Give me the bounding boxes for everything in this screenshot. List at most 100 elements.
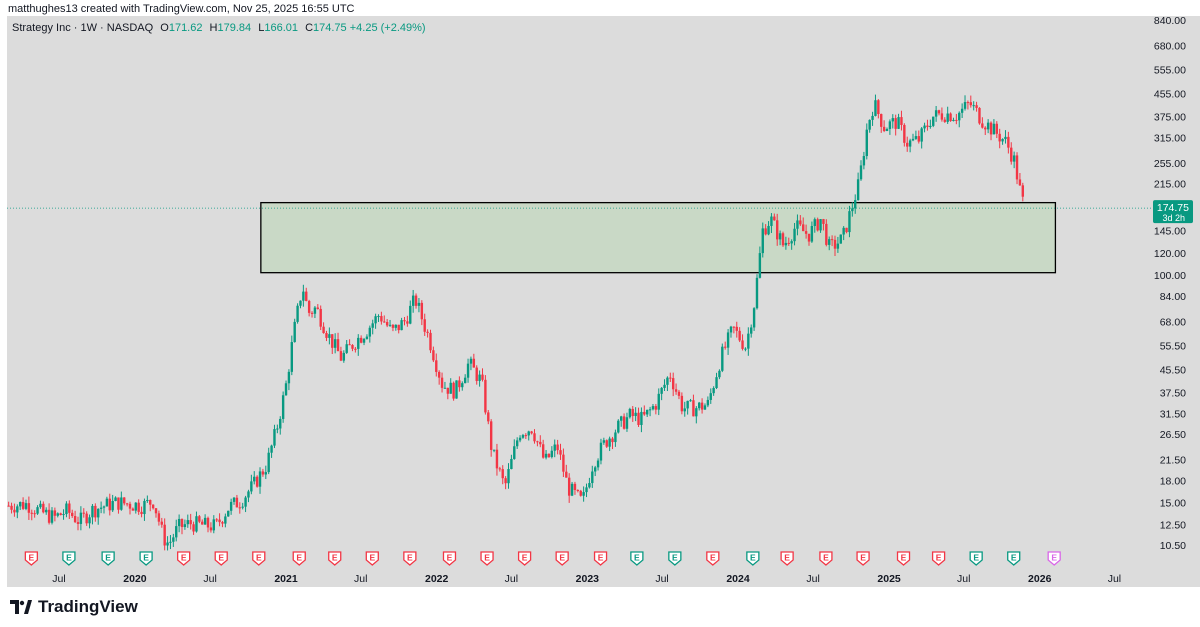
earnings-marker[interactable]: E — [365, 551, 379, 566]
earnings-marker[interactable]: E — [630, 551, 644, 566]
candle — [752, 307, 756, 331]
candle — [738, 327, 741, 343]
candle — [53, 507, 57, 522]
candle — [986, 119, 990, 134]
earnings-marker[interactable]: E — [292, 551, 306, 566]
earnings-marker[interactable]: E — [480, 551, 494, 566]
candle — [862, 151, 866, 170]
candle — [435, 353, 438, 377]
symbol-legend: Strategy Inc · 1W · NASDAQ O171.62 H179.… — [12, 22, 426, 34]
earnings-marker[interactable]: E — [593, 551, 608, 566]
earnings-marker[interactable]: E — [856, 551, 870, 566]
candle — [478, 370, 481, 387]
y-tick-label: 26.50 — [1160, 429, 1186, 441]
candle — [189, 513, 192, 530]
candle — [406, 315, 409, 327]
candle — [602, 437, 606, 445]
candle — [397, 324, 400, 334]
candle — [790, 239, 793, 250]
earnings-marker[interactable]: E — [1047, 551, 1061, 566]
earnings-marker[interactable]: E — [139, 551, 153, 566]
earnings-marker[interactable]: E — [1007, 551, 1021, 566]
earnings-marker[interactable]: E — [780, 551, 794, 566]
candle — [313, 306, 317, 319]
low-value: 166.01 — [264, 22, 298, 34]
candle — [507, 463, 510, 489]
svg-text:E: E — [672, 553, 678, 563]
earnings-marker[interactable]: E — [328, 551, 342, 566]
y-tick-label: 680.00 — [1154, 40, 1186, 52]
change-value: +4.25 (+2.49%) — [349, 22, 426, 34]
tradingview-brand[interactable]: TradingView — [10, 597, 138, 617]
candle — [591, 465, 594, 488]
earnings-marker[interactable]: E — [442, 551, 457, 566]
candle — [709, 388, 712, 404]
x-tick-label: 2025 — [877, 573, 901, 585]
candle — [654, 403, 658, 415]
earnings-marker[interactable]: E — [177, 551, 191, 566]
earnings-marker[interactable]: E — [62, 551, 76, 566]
candle — [270, 444, 273, 458]
candle — [868, 119, 871, 133]
candle — [131, 507, 135, 511]
candle — [978, 107, 981, 125]
earnings-marker[interactable]: E — [24, 551, 39, 566]
candle — [671, 372, 675, 397]
x-tick-label: 2020 — [123, 573, 147, 585]
earnings-marker[interactable]: E — [214, 551, 228, 566]
candle — [917, 130, 920, 144]
candle — [761, 222, 764, 258]
candle — [27, 496, 31, 520]
earnings-marker[interactable]: E — [403, 551, 417, 566]
candle — [440, 372, 444, 393]
candle — [273, 424, 276, 449]
candle — [501, 465, 504, 485]
y-tick-label: 375.00 — [1154, 112, 1186, 124]
earnings-marker[interactable]: E — [746, 551, 760, 566]
candle — [469, 356, 473, 371]
candle — [599, 438, 603, 465]
svg-text:E: E — [256, 553, 262, 563]
close-label: C — [305, 22, 314, 34]
candle — [276, 424, 279, 434]
earnings-marker[interactable]: E — [931, 551, 946, 566]
svg-text:E: E — [936, 553, 942, 563]
candle — [822, 218, 825, 231]
candle — [536, 440, 539, 447]
candle — [371, 319, 374, 335]
candle — [802, 217, 805, 232]
candle — [258, 467, 262, 494]
support-zone-rect[interactable] — [260, 201, 1057, 274]
candle — [414, 293, 418, 309]
candle — [10, 502, 13, 514]
candle — [992, 119, 996, 135]
earnings-marker[interactable]: E — [819, 551, 833, 566]
earnings-marker[interactable]: E — [101, 551, 115, 566]
candle — [619, 415, 623, 427]
y-tick-label: 37.50 — [1160, 388, 1186, 400]
candle — [842, 226, 845, 241]
candle — [325, 330, 328, 342]
earnings-marker[interactable]: E — [517, 551, 532, 566]
earnings-marker[interactable]: E — [668, 551, 682, 566]
candle — [565, 464, 568, 478]
candle — [981, 117, 984, 129]
candle — [819, 219, 822, 233]
candle — [253, 471, 256, 485]
candle — [322, 322, 325, 334]
y-tick-label: 120.00 — [1154, 248, 1186, 260]
candle — [342, 350, 346, 363]
candle — [177, 514, 181, 533]
earnings-marker[interactable]: E — [969, 551, 983, 566]
candle — [232, 496, 236, 505]
earnings-marker[interactable]: E — [706, 551, 720, 566]
candle — [706, 396, 710, 408]
candle — [770, 213, 773, 234]
candle — [33, 510, 36, 518]
earnings-marker[interactable]: E — [555, 551, 569, 566]
earnings-marker[interactable]: E — [252, 551, 266, 566]
earnings-marker[interactable]: E — [896, 551, 911, 566]
candle — [463, 374, 467, 384]
